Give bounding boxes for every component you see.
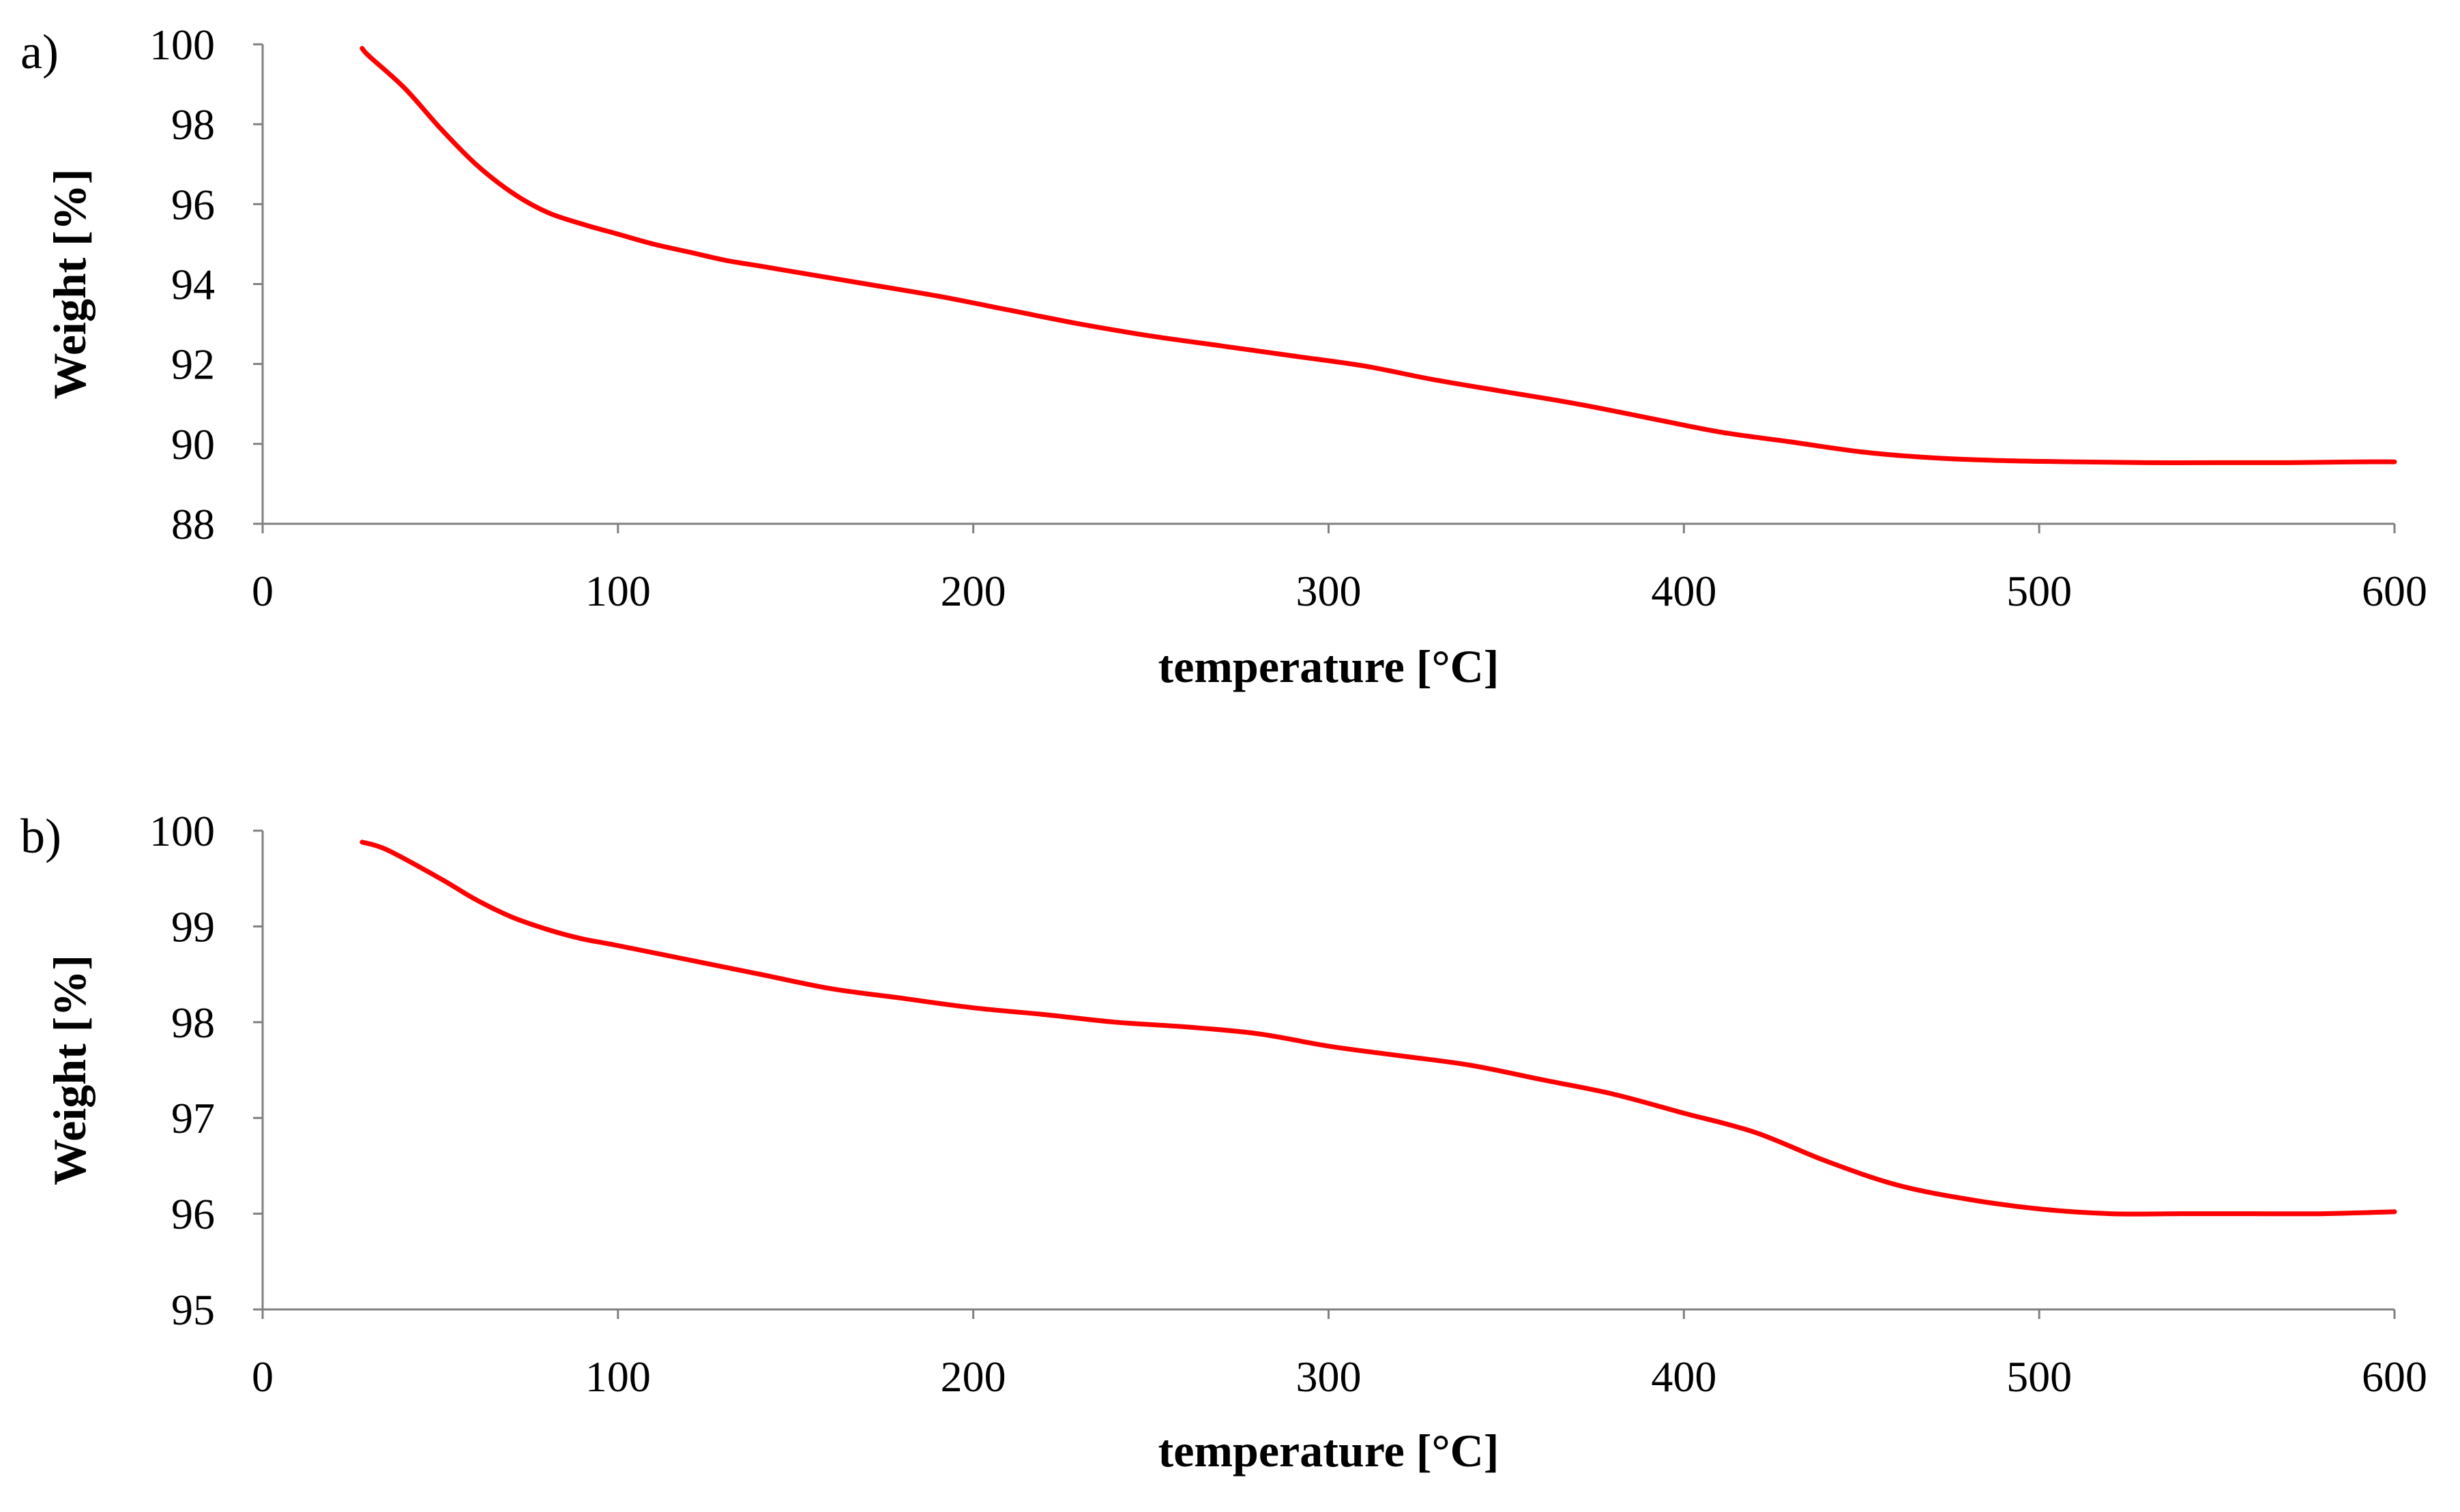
- x-tick-label: 300: [1296, 1352, 1362, 1401]
- y-tick-label: 98: [171, 998, 215, 1047]
- y-tick-label: 92: [171, 340, 215, 389]
- x-axis-title: temperature [°C]: [1158, 640, 1499, 692]
- y-tick-label: 100: [149, 807, 215, 855]
- x-tick-label: 200: [941, 1352, 1006, 1401]
- y-tick-label: 94: [171, 261, 215, 309]
- y-tick-label: 88: [171, 500, 215, 548]
- chart-panel-a: a) 88 90 92 94 96 98 100 0 100 200 300 400 500 600 t…: [20, 20, 2427, 692]
- weight-loss-curve: [360, 46, 2397, 465]
- x-tick-label: 200: [941, 567, 1006, 615]
- panel-label: a): [20, 25, 59, 79]
- y-tick-label: 97: [171, 1094, 215, 1142]
- x-axis-title: temperature [°C]: [1158, 1425, 1499, 1477]
- y-axis-title: Weight [%]: [44, 955, 96, 1185]
- panel-label: b): [20, 809, 61, 863]
- y-tick-label: 100: [149, 20, 215, 69]
- chart-panel-b: b) 95 96 97 98 99 100 0 100 200 300 400 500 600 tem…: [20, 807, 2427, 1477]
- x-tick-label: 100: [585, 567, 651, 615]
- y-axis-ticks: 88 90 92 94 96 98 100: [149, 20, 263, 548]
- x-tick-label: 0: [252, 1352, 274, 1401]
- x-tick-label: 300: [1296, 567, 1362, 615]
- y-tick-label: 90: [171, 420, 215, 469]
- y-axis-title: Weight [%]: [44, 168, 96, 399]
- x-axis-ticks: 0 100 200 300 400 500 600: [252, 524, 2427, 615]
- y-tick-label: 96: [171, 180, 215, 228]
- x-tick-label: 600: [2362, 567, 2427, 615]
- weight-loss-curve: [360, 840, 2397, 1217]
- y-tick-label: 96: [171, 1190, 215, 1239]
- x-tick-label: 400: [1651, 1352, 1716, 1401]
- x-tick-label: 100: [585, 1352, 651, 1401]
- x-tick-label: 0: [252, 567, 274, 615]
- y-axis-ticks: 95 96 97 98 99 100: [149, 807, 263, 1334]
- x-tick-label: 500: [2006, 567, 2072, 615]
- x-axis-ticks: 0 100 200 300 400 500 600: [252, 1309, 2427, 1401]
- y-tick-label: 99: [171, 902, 215, 951]
- y-tick-label: 95: [171, 1286, 215, 1334]
- x-tick-label: 500: [2006, 1352, 2072, 1401]
- x-tick-label: 400: [1651, 567, 1716, 615]
- y-tick-label: 98: [171, 100, 215, 149]
- x-tick-label: 600: [2362, 1352, 2427, 1401]
